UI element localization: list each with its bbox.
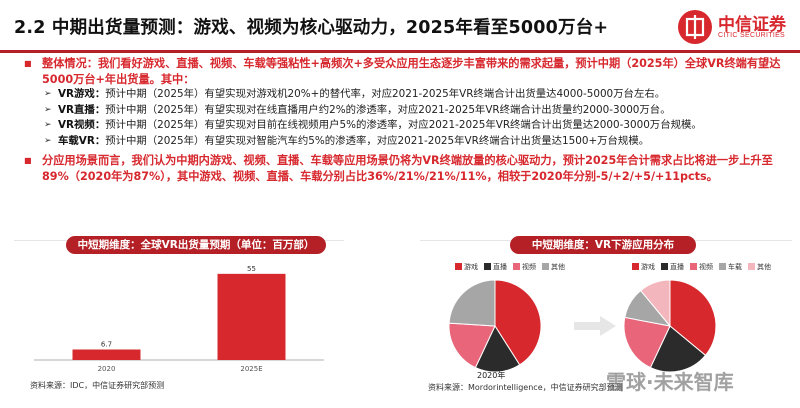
bullet-content: 整体情况：我们看好游戏、直播、视频、车载等强粘性+高频次+多受众应用生态逐步丰富… [24, 56, 790, 184]
pie-slice [649, 325, 707, 373]
pie-slice [639, 279, 671, 328]
pie-chart-2020 [448, 279, 542, 373]
legend-item: 视频 [513, 263, 536, 271]
legend-swatch [690, 263, 697, 270]
sub-bullet-text: 预计中期（2025年）有望实现对目前在线视频用户5%的渗透率，对应2021-20… [105, 119, 702, 131]
pie-slice [623, 316, 671, 369]
sub-bullet-label: VR游戏： [58, 88, 106, 100]
pie-chart-2025 [623, 279, 717, 373]
left-panel-title: 中短期维度：全球VR出货量预期（单位：百万部） [66, 236, 326, 254]
bar-value-label: 6.7 [101, 341, 112, 349]
pie-slice [448, 322, 496, 369]
citic-logo-icon [678, 10, 712, 44]
slide-header: 2.2 中期出货量预测：游戏、视频为核心驱动力，2025年看至5000万台+ 中… [0, 0, 800, 53]
bullet-application: 分应用场景而言，我们认为中期内游戏、视频、直播、车载等应用场景仍将为VR终端放量… [24, 153, 790, 184]
watermark: 雪球·未来智库 [606, 370, 734, 394]
right-source-note: 资料来源：Mordorintelligence，中信证券研究部预测 [428, 383, 623, 392]
logo-english-text: CITIC SECURITIES [718, 32, 786, 39]
pie-slice [448, 279, 496, 327]
arrow-bullet-icon: ➢ [44, 135, 52, 146]
legend-item: 车载 [719, 263, 742, 271]
legend-label: 其他 [551, 263, 565, 271]
logo-text: 中信证券 [718, 15, 786, 35]
pie-slice [669, 279, 717, 357]
legend-swatch [632, 263, 639, 270]
sub-bullet: ➢ 车载VR：预计中期（2025年）有望实现对智能汽车约5%的渗透率，对应2021… [30, 134, 790, 150]
legend-2025: 游戏 直播 视频 车载 其他 [632, 262, 777, 272]
bar [217, 273, 286, 360]
header-divider [0, 50, 800, 53]
arrow-bullet-icon: ➢ [44, 120, 52, 130]
legend-swatch [719, 263, 726, 270]
legend-item: 其他 [748, 263, 771, 271]
legend-swatch [661, 263, 668, 270]
bullet-overall: 整体情况：我们看好游戏、直播、视频、车载等强粘性+高频次+多受众应用生态逐步丰富… [24, 56, 790, 87]
legend-swatch [748, 263, 755, 270]
slide-title: 2.2 中期出货量预测：游戏、视频为核心驱动力，2025年看至5000万台+ [14, 18, 609, 38]
legend-label: 视频 [699, 263, 713, 271]
legend-item: 游戏 [632, 263, 655, 271]
pie-slice [474, 324, 521, 373]
bar [72, 349, 141, 360]
sub-bullet-label: VR视频： [58, 119, 106, 131]
sub-bullet: ➢ VR游戏：预计中期（2025年）有望实现对游戏机20%+的替代率，对应2021… [30, 87, 790, 103]
bar-value-label: 55 [247, 265, 256, 273]
sub-bullet-text: 预计中期（2025年）有望实现对智能汽车约5%的渗透率，对应2021-2025年… [105, 134, 650, 147]
sub-bullet-text: 预计中期（2025年）有望实现对游戏机20%+的替代率，对应2021-2025年… [105, 88, 666, 100]
legend-label: 直播 [670, 263, 684, 271]
legend-item: 视频 [690, 263, 713, 271]
sub-bullet-label: VR直播： [58, 103, 106, 116]
legend-label: 其他 [757, 263, 771, 271]
legend-label: 车载 [728, 263, 742, 271]
arrow-icon [574, 316, 616, 336]
legend-label: 游戏 [641, 263, 655, 271]
citic-logo: 中信证券 CITIC SECURITIES [678, 8, 796, 48]
sub-bullet-label: 车载VR： [58, 134, 106, 147]
pie-caption-2020: 2020年 [477, 371, 506, 380]
left-source-note: 资料来源：IDC，中信证券研究部预测 [30, 381, 165, 390]
legend-item: 直播 [661, 263, 684, 271]
bar-chart: 6.7 2020 55 2025E [34, 265, 324, 373]
legend-item: 其他 [542, 263, 565, 271]
sub-bullet: ➢ VR直播：预计中期（2025年）有望实现对在线直播用户约2%的渗透率，对应20… [30, 103, 790, 119]
legend-label: 直播 [493, 263, 507, 271]
arrow-bullet-icon: ➢ [44, 104, 52, 115]
legend-swatch [513, 263, 520, 270]
sub-bullet: ➢ VR视频：预计中期（2025年）有望实现对目前在线视频用户5%的渗透率，对应2… [30, 118, 790, 134]
sub-bullet-list: ➢ VR游戏：预计中期（2025年）有望实现对游戏机20%+的替代率，对应2021… [30, 87, 790, 149]
sub-bullet-text: 预计中期（2025年）有望实现对在线直播用户约2%的渗透率，对应2021-202… [105, 103, 671, 116]
legend-2020: 游戏 直播 视频 其他 [455, 262, 571, 272]
legend-item: 游戏 [455, 263, 478, 271]
right-panel-title: 中短期维度：VR下游应用分布 [510, 236, 696, 254]
x-tick-label: 2025E [240, 365, 262, 373]
arrow-bullet-icon: ➢ [44, 89, 52, 99]
legend-label: 视频 [522, 263, 536, 271]
legend-item: 直播 [484, 263, 507, 271]
x-tick-label: 2020 [98, 365, 116, 373]
legend-label: 游戏 [464, 263, 478, 271]
legend-swatch [455, 263, 462, 270]
legend-swatch [542, 263, 549, 270]
legend-swatch [484, 263, 491, 270]
